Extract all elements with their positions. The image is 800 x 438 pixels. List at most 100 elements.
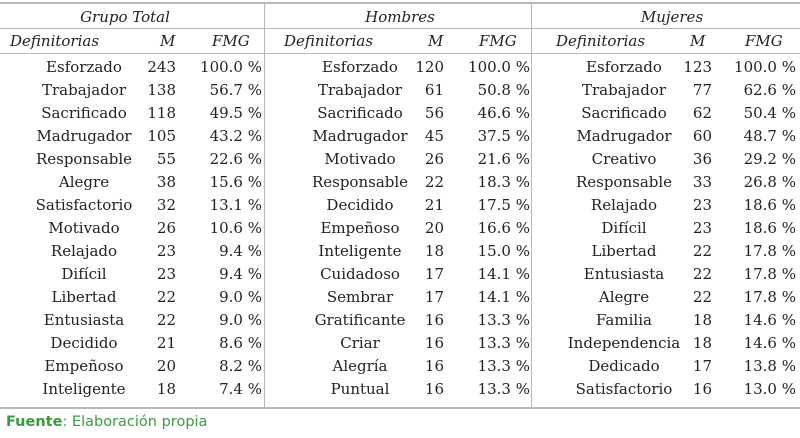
- col-header-m: M: [690, 32, 706, 50]
- definitoria-cell: Responsable: [575, 173, 673, 191]
- m-value-cell: 138: [147, 81, 176, 99]
- m-value-cell: 23: [692, 196, 712, 214]
- definitoria-cell: Alegre: [598, 288, 650, 306]
- m-value-cell: 18: [692, 334, 712, 352]
- fmg-value-cell: 49.5 %: [209, 104, 262, 122]
- m-value-cell: 22: [424, 173, 444, 191]
- m-value-cell: 32: [156, 196, 176, 214]
- definitoria-cell: Alegre: [58, 173, 110, 191]
- m-value-cell: 23: [692, 219, 712, 237]
- definitoria-cell: Decidido: [50, 334, 118, 352]
- definitoria-cell: Esforzado: [46, 58, 122, 76]
- col-header-m: M: [428, 32, 444, 50]
- m-value-cell: 105: [147, 127, 176, 145]
- fmg-value-cell: 8.2 %: [219, 357, 262, 375]
- definitoria-cell: Entusiasta: [43, 311, 125, 329]
- definitoria-cell: Madrugador: [36, 127, 132, 145]
- m-value-cell: 16: [424, 334, 444, 352]
- fmg-value-cell: 10.6 %: [209, 219, 262, 237]
- definitoria-cell: Inteligente: [42, 380, 126, 398]
- definitoria-cell: Difícil: [601, 219, 647, 237]
- m-value-cell: 17: [424, 288, 444, 306]
- m-value-cell: 26: [424, 150, 444, 168]
- m-value-cell: 120: [415, 58, 444, 76]
- col-header-fmg: FMG: [479, 32, 517, 50]
- fmg-value-cell: 56.7 %: [209, 81, 262, 99]
- m-value-cell: 18: [156, 380, 176, 398]
- definitoria-cell: Relajado: [50, 242, 118, 260]
- definitoria-cell: Motivado: [324, 150, 396, 168]
- group-title-mujeres: Mujeres: [640, 8, 704, 26]
- fmg-value-cell: 9.0 %: [219, 288, 262, 306]
- fmg-value-cell: 100.0 %: [468, 58, 530, 76]
- definitoria-cell: Sacrificado: [581, 104, 667, 122]
- definitoria-cell: Trabajador: [41, 81, 127, 99]
- col-header-fmg: FMG: [212, 32, 250, 50]
- definitoria-cell: Libertad: [51, 288, 117, 306]
- fmg-value-cell: 13.3 %: [477, 311, 530, 329]
- m-value-cell: 21: [156, 334, 176, 352]
- fmg-value-cell: 13.3 %: [477, 357, 530, 375]
- definitoria-cell: Difícil: [61, 265, 107, 283]
- definitoria-cell: Entusiasta: [583, 265, 665, 283]
- m-value-cell: 77: [692, 81, 712, 99]
- definitoria-cell: Independencia: [567, 334, 681, 352]
- m-value-cell: 123: [683, 58, 712, 76]
- fmg-value-cell: 46.6 %: [477, 104, 530, 122]
- fmg-value-cell: 62.6 %: [743, 81, 796, 99]
- fmg-value-cell: 18.3 %: [477, 173, 530, 191]
- fmg-value-cell: 21.6 %: [477, 150, 530, 168]
- definitoria-cell: Puntual: [330, 380, 390, 398]
- column-header-rule: [0, 53, 800, 54]
- definitoria-cell: Gratificante: [314, 311, 406, 329]
- m-value-cell: 118: [147, 104, 176, 122]
- fmg-value-cell: 14.1 %: [477, 265, 530, 283]
- m-value-cell: 38: [156, 173, 176, 191]
- m-value-cell: 22: [156, 311, 176, 329]
- fmg-value-cell: 18.6 %: [743, 219, 796, 237]
- col-header-fmg: FMG: [745, 32, 783, 50]
- definitoria-cell: Relajado: [590, 196, 658, 214]
- m-value-cell: 20: [156, 357, 176, 375]
- m-value-cell: 21: [424, 196, 444, 214]
- definitoria-cell: Familia: [596, 311, 652, 329]
- fmg-value-cell: 16.6 %: [477, 219, 530, 237]
- m-value-cell: 23: [156, 242, 176, 260]
- m-value-cell: 33: [692, 173, 712, 191]
- fmg-value-cell: 13.3 %: [477, 380, 530, 398]
- fmg-value-cell: 8.6 %: [219, 334, 262, 352]
- m-value-cell: 243: [147, 58, 176, 76]
- fmg-value-cell: 50.8 %: [477, 81, 530, 99]
- definitoria-cell: Madrugador: [576, 127, 672, 145]
- m-value-cell: 18: [692, 311, 712, 329]
- m-value-cell: 55: [156, 150, 176, 168]
- col-header-definitorias: Definitorias: [10, 32, 100, 50]
- definitoria-cell: Sacrificado: [41, 104, 127, 122]
- m-value-cell: 17: [424, 265, 444, 283]
- m-value-cell: 45: [424, 127, 444, 145]
- col-header-definitorias: Definitorias: [556, 32, 646, 50]
- group-header-rule: [0, 28, 800, 29]
- definitoria-cell: Responsable: [35, 150, 133, 168]
- fmg-value-cell: 13.1 %: [209, 196, 262, 214]
- m-value-cell: 23: [156, 265, 176, 283]
- fmg-value-cell: 17.8 %: [743, 288, 796, 306]
- m-value-cell: 20: [424, 219, 444, 237]
- source-note: Fuente: Elaboración propia: [6, 412, 207, 432]
- m-value-cell: 62: [692, 104, 712, 122]
- definitoria-cell: Alegría: [332, 357, 388, 375]
- fmg-value-cell: 26.8 %: [743, 173, 796, 191]
- fmg-value-cell: 37.5 %: [477, 127, 530, 145]
- fmg-value-cell: 14.1 %: [477, 288, 530, 306]
- fmg-value-cell: 7.4 %: [219, 380, 262, 398]
- definitoria-cell: Inteligente: [318, 242, 402, 260]
- definitoria-cell: Trabajador: [581, 81, 667, 99]
- group-title-total: Grupo Total: [80, 8, 170, 26]
- definitoria-cell: Empeñoso: [320, 219, 400, 237]
- m-value-cell: 17: [692, 357, 712, 375]
- definitoria-cell: Criar: [340, 334, 380, 352]
- separator-total-hombres: [264, 3, 265, 409]
- col-header-definitorias: Definitorias: [284, 32, 374, 50]
- m-value-cell: 26: [156, 219, 176, 237]
- fmg-value-cell: 17.8 %: [743, 242, 796, 260]
